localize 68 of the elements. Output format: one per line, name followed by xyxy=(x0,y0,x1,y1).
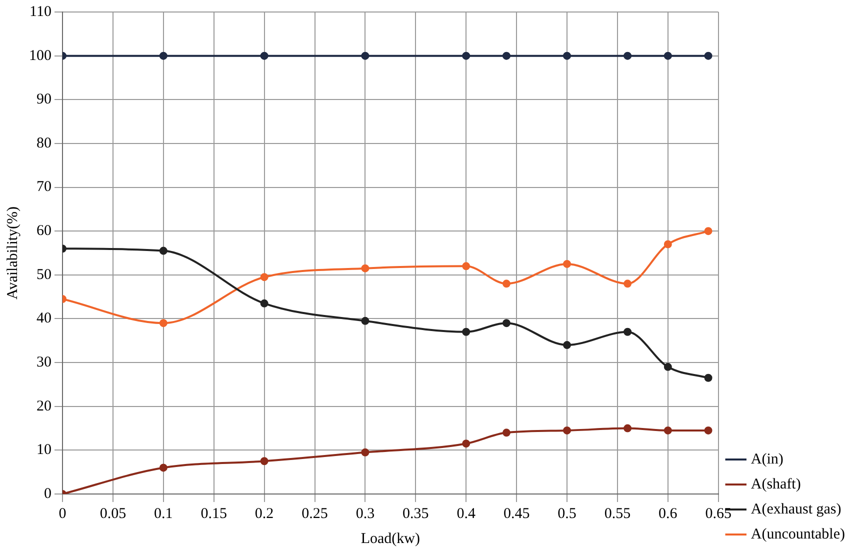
point xyxy=(260,52,268,60)
point xyxy=(664,52,672,60)
point xyxy=(704,374,712,382)
legend-label: A(shaft) xyxy=(750,476,801,492)
x-tick-label: 0.5 xyxy=(558,506,576,522)
x-axis-title: Load(kw) xyxy=(360,530,420,547)
point xyxy=(563,426,572,434)
y-tick-label: 30 xyxy=(36,354,52,370)
legend-label: A(exhaust gas) xyxy=(750,501,842,518)
x-tick-label: 0.55 xyxy=(604,506,631,522)
point xyxy=(704,227,712,236)
y-tick-label: 90 xyxy=(36,92,52,108)
point xyxy=(502,319,510,328)
point xyxy=(624,280,632,288)
legend-label: A(uncountable) xyxy=(750,526,846,542)
y-tick-label: 40 xyxy=(36,310,52,327)
y-axis-title: Availability(%) xyxy=(4,206,21,300)
y-tick-label: 20 xyxy=(36,398,52,414)
x-tick-label: 0.3 xyxy=(356,506,375,522)
legend-label: A(in) xyxy=(750,451,784,468)
point xyxy=(624,52,632,60)
point xyxy=(462,262,470,270)
x-tick-label: 0.45 xyxy=(503,506,530,522)
y-tick-label: 0 xyxy=(44,486,52,502)
y-tick-label: 50 xyxy=(36,266,52,283)
point xyxy=(624,424,632,432)
point xyxy=(664,362,672,371)
point xyxy=(462,328,470,336)
x-tick-label: 0.1 xyxy=(154,506,173,522)
point xyxy=(361,316,370,325)
point xyxy=(260,299,268,308)
x-tick-label: 0.4 xyxy=(456,506,476,522)
y-tick-label: 100 xyxy=(29,48,52,64)
point xyxy=(502,428,510,437)
point xyxy=(462,52,470,60)
point xyxy=(704,52,712,60)
point xyxy=(361,448,370,456)
x-tick-label: 0.05 xyxy=(100,506,126,522)
point xyxy=(159,319,168,328)
y-tick-label: 60 xyxy=(36,223,52,240)
x-tick-label: 0.6 xyxy=(658,506,678,522)
y-tick-label: 70 xyxy=(36,179,52,196)
point xyxy=(159,464,168,472)
y-tick-label: 10 xyxy=(36,442,52,458)
point xyxy=(361,264,370,272)
point xyxy=(502,280,510,288)
point xyxy=(563,260,572,268)
x-tick-label: 0.15 xyxy=(200,506,227,522)
x-tick-label: 0.25 xyxy=(302,506,328,522)
point xyxy=(260,273,268,282)
point xyxy=(563,52,572,60)
point xyxy=(361,52,370,60)
point xyxy=(664,426,672,434)
x-tick-label: 0.2 xyxy=(254,506,274,522)
point xyxy=(704,426,712,434)
y-tick-label: 110 xyxy=(30,4,52,20)
x-tick-label: 0 xyxy=(58,506,66,522)
y-tick-label: 80 xyxy=(36,135,52,152)
point xyxy=(502,52,510,60)
point xyxy=(624,328,632,336)
point xyxy=(159,52,168,60)
point xyxy=(664,240,672,248)
x-tick-label: 0.65 xyxy=(705,506,732,522)
x-tick-label: 0.35 xyxy=(402,506,429,522)
point xyxy=(159,246,168,255)
point xyxy=(563,341,572,350)
point xyxy=(462,440,470,448)
point xyxy=(260,457,268,466)
